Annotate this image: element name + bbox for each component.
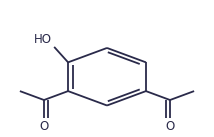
Text: HO: HO <box>34 33 52 45</box>
Text: O: O <box>39 120 49 133</box>
Text: O: O <box>165 120 175 133</box>
